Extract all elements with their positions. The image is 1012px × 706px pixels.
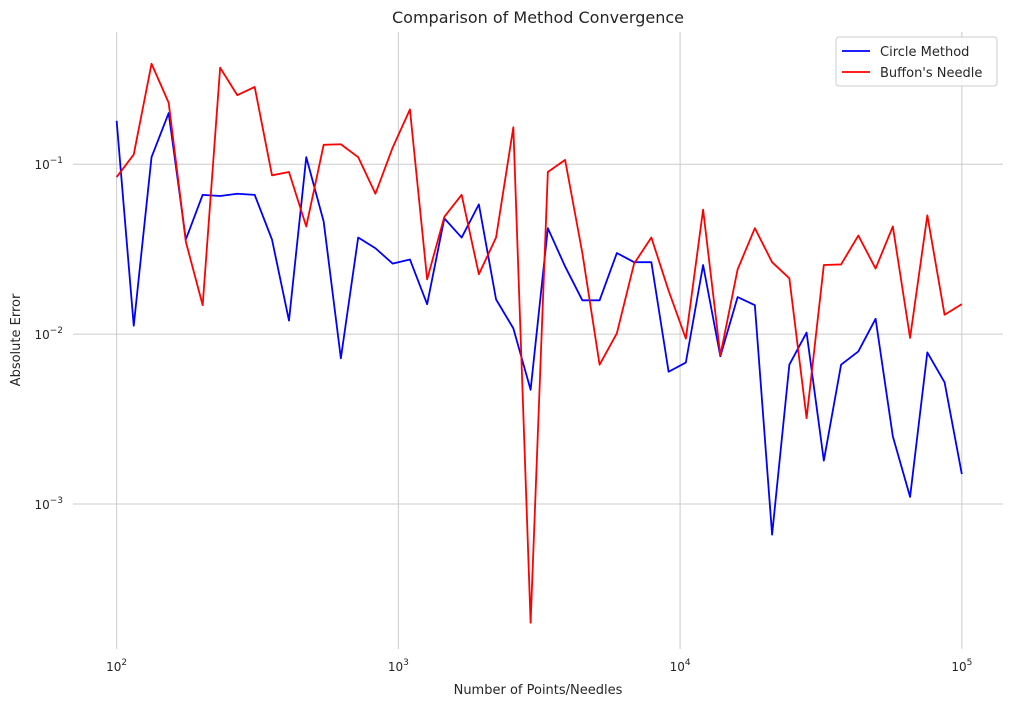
y-tick-label: 10−3 (34, 496, 63, 512)
x-axis-label: Number of Points/Needles (454, 683, 623, 698)
series-line-buffon-s-needle (115, 62, 963, 624)
x-tick-label: 102 (106, 658, 127, 674)
chart-title: Comparison of Method Convergence (392, 8, 684, 27)
plot-area (73, 32, 1003, 649)
series-line-circle-method (115, 112, 963, 536)
y-ticks: 10−3 10−2 10−1 (34, 156, 63, 512)
y-tick-label: 10−2 (34, 326, 63, 342)
legend: Circle Method Buffon's Needle (835, 36, 998, 87)
legend-box (835, 36, 998, 87)
legend-label-buffons-needle: Buffon's Needle (880, 66, 982, 81)
x-tick-label: 105 (951, 658, 972, 674)
y-tick-label: 10−1 (34, 156, 63, 172)
series-lines (115, 62, 963, 624)
y-axis-label: Absolute Error (9, 293, 24, 386)
x-tick-label: 103 (388, 658, 409, 674)
x-tick-label: 104 (670, 658, 691, 674)
x-ticks: 102 103 104 105 (106, 658, 972, 674)
legend-label-circle-method: Circle Method (880, 45, 969, 60)
